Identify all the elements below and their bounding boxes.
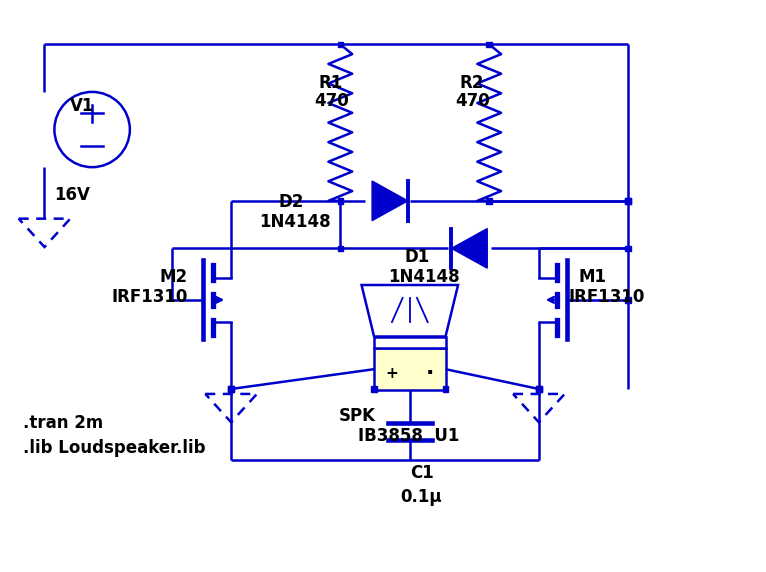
Polygon shape [451, 229, 487, 268]
Polygon shape [626, 198, 631, 204]
Polygon shape [338, 245, 343, 251]
Polygon shape [626, 245, 631, 251]
Text: M1: M1 [578, 268, 607, 286]
Text: 470: 470 [315, 92, 349, 110]
Text: .lib Loudspeaker.lib: .lib Loudspeaker.lib [23, 439, 205, 456]
FancyBboxPatch shape [374, 348, 446, 390]
Polygon shape [338, 198, 343, 204]
Polygon shape [228, 386, 234, 392]
Polygon shape [372, 386, 377, 392]
Polygon shape [443, 386, 448, 392]
Polygon shape [362, 285, 458, 336]
Polygon shape [536, 386, 542, 392]
Polygon shape [626, 297, 631, 303]
Text: .tran 2m: .tran 2m [23, 414, 103, 432]
Text: 1N4148: 1N4148 [388, 268, 460, 286]
Text: D1: D1 [405, 248, 430, 267]
Text: V1: V1 [70, 97, 95, 115]
Text: SPK: SPK [339, 407, 375, 425]
Text: R1: R1 [319, 74, 342, 92]
Polygon shape [372, 181, 408, 221]
Text: 470: 470 [456, 92, 490, 110]
Text: C1: C1 [410, 464, 434, 482]
Text: M2: M2 [159, 268, 188, 286]
FancyBboxPatch shape [374, 336, 446, 348]
Text: 0.1μ: 0.1μ [400, 488, 441, 506]
Text: ·: · [425, 363, 434, 383]
Text: 16V: 16V [54, 186, 90, 204]
Polygon shape [486, 42, 492, 47]
Text: R2: R2 [460, 74, 484, 92]
Text: IB3858  U1: IB3858 U1 [358, 427, 460, 444]
Text: IRF1310: IRF1310 [568, 288, 645, 306]
Polygon shape [486, 198, 492, 204]
Polygon shape [626, 198, 631, 204]
Polygon shape [228, 386, 234, 392]
Polygon shape [536, 386, 542, 392]
Text: +: + [385, 366, 398, 380]
Text: 1N4148: 1N4148 [259, 213, 331, 231]
Text: IRF1310: IRF1310 [112, 288, 188, 306]
Polygon shape [338, 42, 343, 47]
Text: D2: D2 [279, 193, 304, 211]
